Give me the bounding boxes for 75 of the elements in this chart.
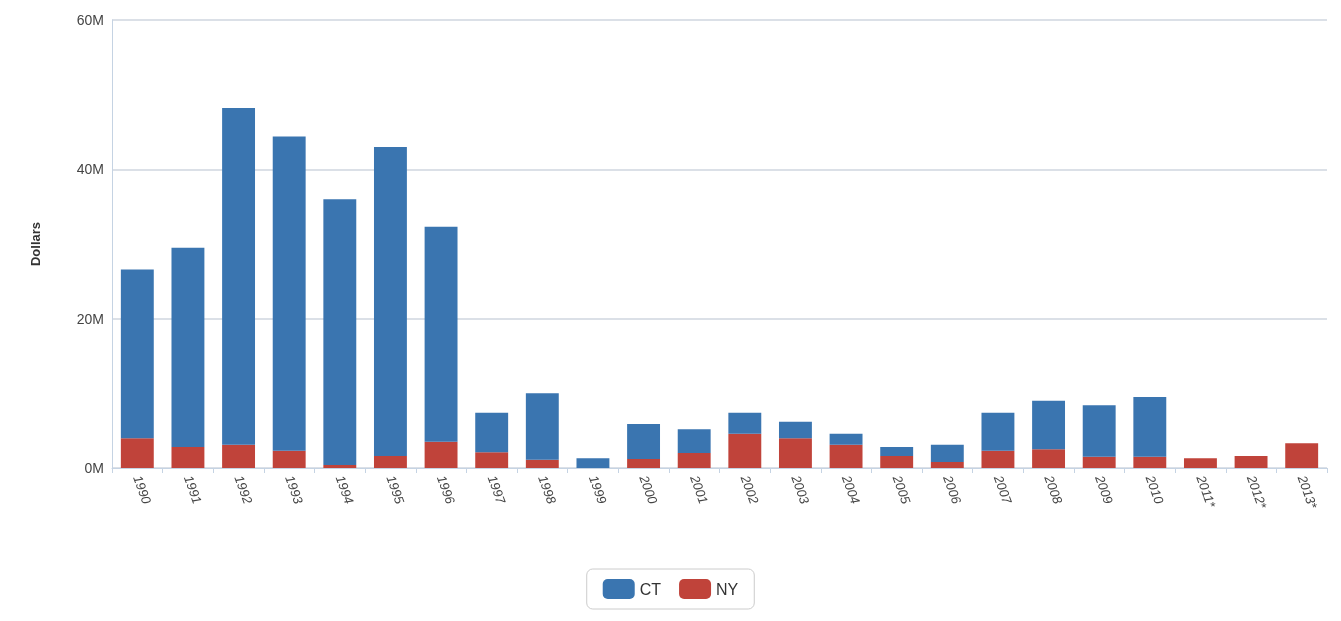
bar (1082, 456, 1116, 468)
bar (778, 421, 812, 439)
y-tick-label: 40M (76, 161, 104, 178)
x-tick-label: 2006 (939, 472, 965, 507)
x-tick-label: 2007 (990, 472, 1016, 507)
bar (1082, 405, 1116, 457)
legend-label: NY (716, 580, 739, 598)
bar (728, 433, 762, 468)
x-tick-label: 1995 (383, 473, 408, 507)
bar (424, 441, 458, 468)
bar (829, 433, 863, 445)
bar (222, 108, 256, 445)
bar (373, 146, 407, 457)
x-tick-label: 2010 (1142, 472, 1168, 507)
x-tick-label: 1994 (332, 473, 357, 506)
x-tick-label: 2009 (1091, 472, 1117, 506)
bar (627, 423, 661, 460)
bar (120, 269, 154, 439)
bar (525, 459, 559, 468)
bar (1032, 449, 1066, 468)
y-tick-label: 0M (84, 460, 104, 476)
bar (272, 136, 306, 451)
bar (222, 444, 256, 468)
bar (171, 447, 205, 468)
bar (627, 459, 661, 468)
bar (171, 247, 205, 448)
bar (1133, 397, 1167, 457)
x-tick-label: 2001 (686, 472, 712, 506)
y-tick-label: 60M (76, 12, 104, 28)
bar (576, 458, 610, 468)
bar (475, 452, 509, 468)
bar (373, 456, 407, 468)
x-tick-label: 2000 (636, 472, 661, 507)
x-tick-label: 2011* (1193, 472, 1220, 511)
x-tick-label: 2003 (788, 472, 813, 507)
bar (475, 412, 509, 453)
bar (930, 462, 964, 468)
y-axis-title: Dollars (28, 221, 43, 267)
bar (829, 444, 863, 468)
x-tick-label: 2004 (838, 472, 863, 506)
bar (880, 447, 914, 457)
y-tick-label: 20M (76, 310, 104, 327)
x-tick-label: 2008 (1041, 472, 1066, 507)
bar (272, 450, 306, 468)
bar (880, 456, 914, 468)
x-tick-label: 1992 (231, 473, 256, 507)
x-tick-label: 2005 (889, 472, 914, 507)
bar (323, 199, 357, 466)
bar (677, 429, 711, 454)
x-tick-label: 1996 (434, 473, 459, 507)
bar (424, 226, 458, 442)
bar (1032, 400, 1066, 450)
x-tick-label: 1999 (585, 473, 610, 506)
bar (1183, 458, 1217, 468)
x-tick-label: 1997 (484, 473, 509, 507)
bar (1133, 456, 1167, 468)
bar (525, 393, 559, 460)
x-tick-label: 2002 (737, 472, 763, 507)
bar (1285, 443, 1319, 468)
x-tick-label: 2012* (1243, 472, 1271, 512)
x-tick-label: 1990 (130, 473, 155, 507)
x-tick-label: 1991 (180, 473, 205, 506)
bar (981, 450, 1015, 468)
bar (323, 465, 357, 468)
x-tick-label: 1998 (535, 473, 560, 507)
bar (728, 412, 762, 434)
bar (778, 438, 812, 468)
x-tick-label: 1993 (282, 473, 307, 507)
bar (930, 444, 964, 463)
legend-label: CT (639, 580, 662, 598)
bar (677, 453, 711, 468)
bar (981, 412, 1015, 451)
bar (120, 438, 154, 468)
bar (1234, 456, 1268, 468)
x-tick-label: 2013* (1294, 472, 1321, 512)
